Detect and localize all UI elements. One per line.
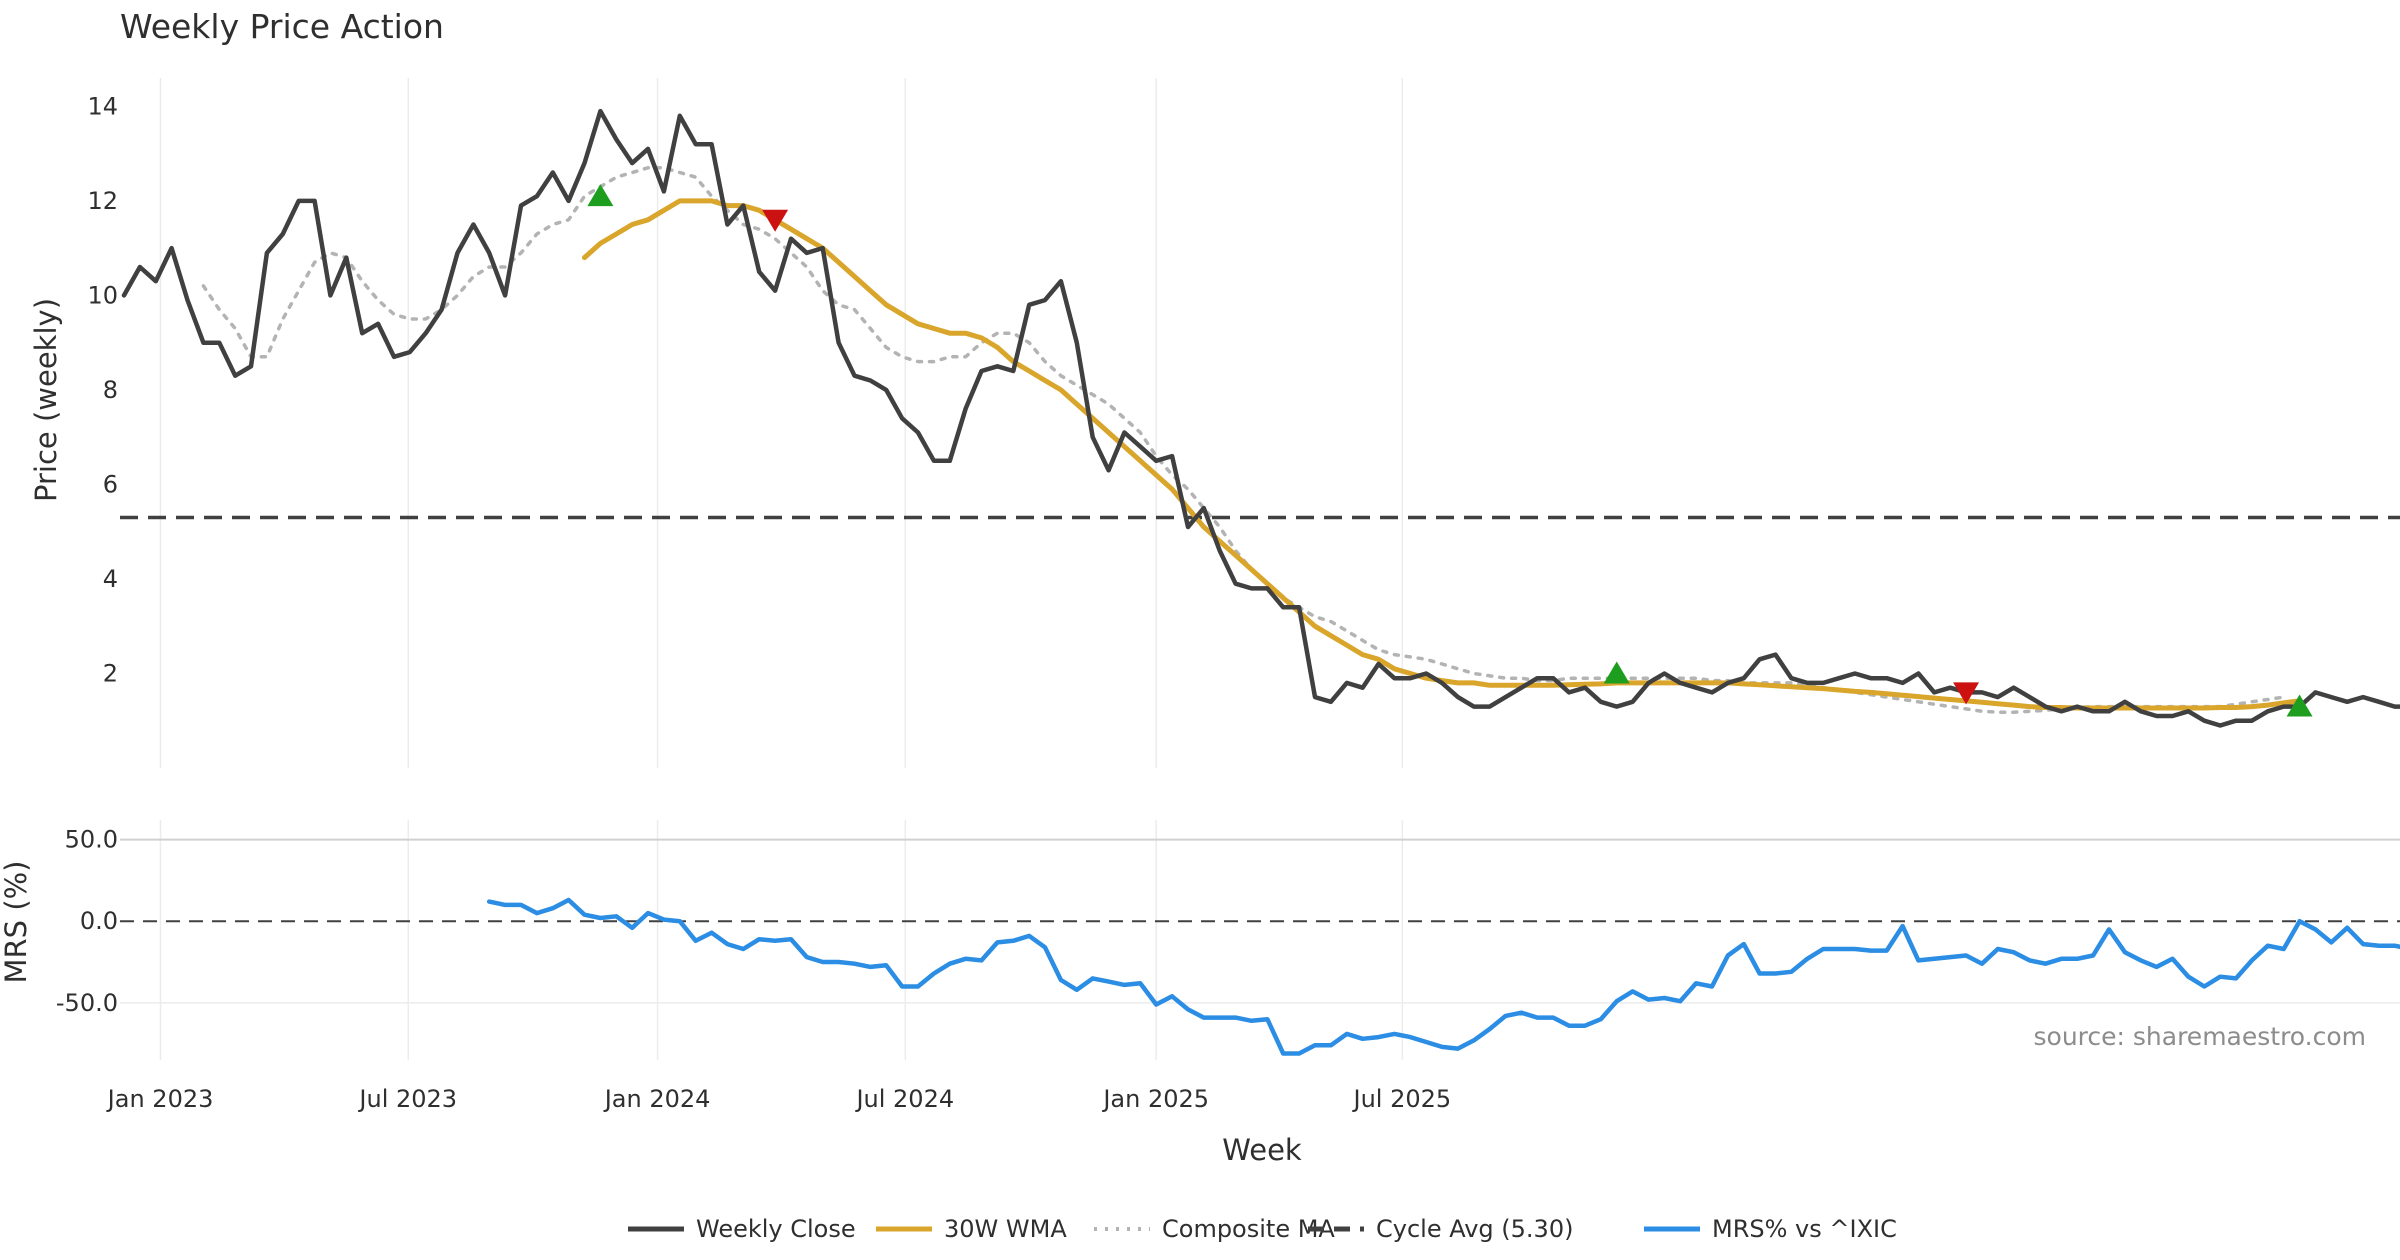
chart-title: Weekly Price Action — [120, 7, 444, 46]
mrs-y-ticks: 50.0 0.0 -50.0 — [56, 826, 118, 1017]
legend-label: Cycle Avg (5.30) — [1376, 1215, 1573, 1243]
series-weekly-close — [121, 108, 2400, 728]
legend-label: Weekly Close — [696, 1215, 856, 1243]
x-tick-label: Jul 2025 — [1352, 1085, 1452, 1113]
x-tick-label: Jan 2025 — [1101, 1085, 1209, 1113]
x-ticks: Jan 2023 Jul 2023 Jan 2024 Jul 2024 Jan 2025… — [106, 1085, 1452, 1113]
mrs-y-tick-label: -50.0 — [56, 989, 118, 1017]
price-y-ticks: 14 12 10 8 6 4 2 — [87, 92, 118, 687]
x-tick-label: Jan 2023 — [106, 1085, 214, 1113]
x-tick-label: Jul 2024 — [854, 1085, 954, 1113]
price-grid — [159, 78, 1404, 768]
price-y-tick-label: 8 — [103, 376, 118, 404]
price-y-axis-label: Price (weekly) — [29, 298, 63, 502]
x-tick-label: Jan 2024 — [603, 1085, 711, 1113]
buy-signal-marker — [587, 184, 614, 207]
price-y-tick-label: 2 — [103, 659, 118, 687]
mrs-y-tick-label: 50.0 — [65, 826, 118, 854]
sell-signal-marker — [1953, 682, 1980, 705]
mrs-grid — [120, 820, 2400, 1060]
price-series — [120, 108, 2400, 728]
legend-label: MRS% vs ^IXIC — [1712, 1215, 1897, 1243]
price-y-tick-label: 6 — [103, 470, 118, 498]
series-30w-wma — [582, 198, 2303, 711]
sell-signal-marker — [762, 209, 789, 232]
mrs-y-axis-label: MRS (%) — [0, 861, 33, 984]
price-y-tick-label: 14 — [87, 92, 118, 120]
buy-signal-marker — [2286, 694, 2313, 717]
price-y-tick-label: 4 — [103, 565, 118, 593]
price-y-tick-label: 12 — [87, 187, 118, 215]
x-axis-label: Week — [1222, 1133, 1302, 1167]
price-signals — [587, 184, 2313, 717]
mrs-series — [486, 897, 2400, 1056]
buy-signal-marker — [1603, 661, 1630, 684]
legend: Weekly Close 30W WMA Composite MA Cycle Avg… — [628, 1215, 1897, 1243]
legend-label: Composite MA — [1162, 1215, 1335, 1243]
source-note: source: sharemaestro.com — [2034, 1022, 2367, 1051]
mrs-y-tick-label: 0.0 — [80, 907, 118, 935]
x-tick-label: Jul 2023 — [357, 1085, 457, 1113]
legend-label: 30W WMA — [944, 1215, 1067, 1243]
price-y-tick-label: 10 — [87, 281, 118, 309]
series-mrs-vs-ixic — [486, 897, 2400, 1056]
